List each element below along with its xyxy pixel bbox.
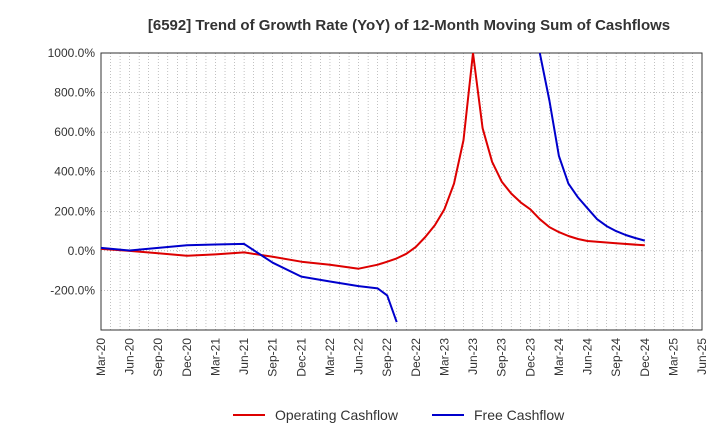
x-tick-label: Mar-20 [94,338,108,376]
y-tick-label: 200.0% [54,204,95,218]
x-tick-label: Sep-22 [380,338,394,377]
chart-title: [6592] Trend of Growth Rate (YoY) of 12-… [148,17,670,34]
series-lines [101,53,646,323]
x-tick-label: Dec-22 [409,338,423,377]
y-tick-label: -200.0% [50,283,95,297]
series-line-free-cashflow [101,242,398,323]
x-tick-label: Mar-23 [437,338,451,376]
series-line-operating-cashflow [101,53,645,270]
x-tick-label: Dec-20 [180,338,194,377]
axes: 1000.0% 800.0% 600.0% 400.0% 200.0% 0.0% -200.… [48,46,709,377]
x-tick-label: Dec-21 [294,338,308,377]
x-tick-label: Mar-21 [208,338,222,376]
series-line-free-cashflow [538,53,646,242]
x-tick-label: Sep-20 [151,338,165,377]
x-tick-label: Dec-24 [638,338,652,377]
x-tick-label: Mar-24 [552,338,566,376]
y-tick-label: 0.0% [68,244,96,258]
x-tick-label: Dec-23 [523,338,537,377]
y-tick-label: 1000.0% [48,46,96,60]
x-tick-label: Jun-25 [695,338,709,375]
x-tick-label: Sep-24 [609,338,623,377]
legend: Operating Cashflow Free Cashflow [233,407,565,423]
x-tick-label: Sep-21 [266,338,280,377]
x-tick-label: Mar-25 [666,338,680,376]
grid [101,52,702,330]
legend-label-free-cashflow: Free Cashflow [474,407,565,423]
x-tick-label: Sep-23 [495,338,509,377]
x-tick-label: Jun-21 [237,338,251,375]
x-tick-label: Jun-24 [581,338,595,375]
x-tick-label: Mar-22 [323,338,337,376]
y-tick-label: 600.0% [54,125,95,139]
y-tick-label: 400.0% [54,165,95,179]
x-tick-label: Jun-22 [352,338,366,375]
x-tick-label: Jun-20 [123,338,137,375]
legend-label-operating-cashflow: Operating Cashflow [275,407,399,423]
plot-border [100,52,703,331]
x-tick-label: Jun-23 [466,338,480,375]
y-tick-label: 800.0% [54,86,95,100]
